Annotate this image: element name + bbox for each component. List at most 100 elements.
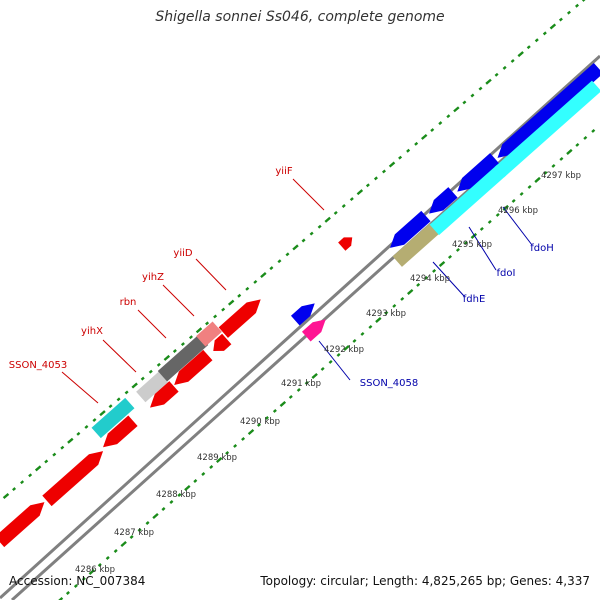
inner-tick-dot [551, 163, 556, 168]
outer-tick-dot [213, 314, 218, 319]
gene-label: SSON_4053 [9, 360, 68, 371]
inner-tick-dot [424, 275, 429, 280]
outer-tick-dot [84, 424, 89, 429]
inner-tick-dot [455, 247, 460, 252]
inner-tick-dot [184, 484, 191, 491]
outer-tick-dot [108, 404, 113, 409]
outer-tick-dot [373, 176, 378, 181]
gene-block-ssont4053 [91, 397, 135, 439]
gene-label: SSON_4058 [360, 378, 419, 389]
gene-arrow [213, 333, 232, 351]
inner-tick-dot [463, 240, 468, 245]
outer-tick-dot [333, 210, 338, 215]
gene-callout-line [292, 178, 325, 211]
inner-tick-dot [272, 409, 277, 413]
inner-tick-dot [527, 184, 532, 189]
gene-block-fdoh [494, 80, 600, 178]
outer-tick-dot [478, 86, 483, 91]
inner-tick-dot [447, 254, 452, 259]
outer-tick-dot [237, 293, 242, 298]
inner-tick-dot [502, 204, 509, 211]
outer-tick-dot [575, 3, 580, 8]
outer-tick-dot [269, 266, 274, 271]
inner-tick-dot [161, 507, 166, 511]
gene-arrow-shape [497, 62, 600, 158]
inner-tick-dot [360, 332, 365, 336]
gene-arrow [290, 303, 315, 326]
outer-tick-dot [542, 31, 547, 36]
kbp-tick-label: 4289 kbp [197, 453, 237, 463]
gene-block-yiif [338, 237, 353, 251]
inner-tick-dot [368, 325, 373, 329]
accession-info: Accession: NC_007384 [9, 574, 145, 588]
inner-tick-dot [247, 428, 255, 435]
outer-tick-dot [317, 224, 322, 229]
inner-tick-dot [113, 549, 118, 553]
kbp-tick-label: 4288 kbp [156, 490, 196, 500]
inner-tick-dot [241, 437, 246, 441]
inner-tick-dot [193, 479, 198, 483]
inner-tick-dot [479, 226, 484, 231]
gene-label: yiiF [275, 166, 292, 177]
backbone-outer [0, 54, 600, 600]
inner-tick-dot [336, 353, 341, 357]
gene-arrow [174, 349, 213, 385]
outer-tick-dot [92, 418, 97, 422]
inner-tick-dot [384, 311, 389, 315]
outer-tick-dot [356, 189, 364, 196]
outer-tick-dot [188, 335, 193, 340]
inner-tick-dot [215, 456, 223, 463]
accession-label: Accession: [9, 574, 73, 588]
gene-callout-line [432, 261, 465, 297]
gene-arrow [0, 502, 45, 548]
inner-tick-dot [256, 423, 261, 427]
gene-arrow-shape [429, 187, 458, 214]
outer-tick-dot [470, 93, 475, 98]
gene-arrow-shape [174, 349, 213, 385]
gene-label: yihX [81, 326, 103, 337]
gene-callout-line [502, 206, 533, 246]
inner-tick-dot [88, 568, 96, 576]
gene-arrow [497, 62, 600, 158]
gene-block-yihz [196, 321, 222, 347]
inner-tick-dot [352, 339, 357, 343]
outer-tick-dot [324, 216, 331, 223]
outer-tick-dot [163, 354, 171, 361]
outer-tick-dot [292, 244, 299, 251]
outer-tick-dot [34, 465, 42, 472]
inner-tick-dot [201, 472, 206, 476]
outer-tick-dot [156, 362, 161, 367]
gene-arrow [42, 451, 104, 507]
gene-block-fdhe-shape [392, 223, 440, 267]
inner-tick-dot [495, 212, 500, 217]
outer-tick-dot [180, 342, 185, 347]
inner-tick-dot [81, 577, 86, 581]
outer-tick-dot [116, 397, 121, 402]
inner-tick-dot [487, 219, 492, 224]
inner-tick-dot [58, 596, 64, 600]
topology-label: Topology: [260, 574, 317, 588]
gene-block-fdhe [392, 223, 440, 267]
outer-tick-dot [172, 349, 177, 353]
outer-tick-dot [414, 141, 419, 146]
gene-callout-line [102, 339, 137, 373]
inner-tick-dot [225, 451, 230, 455]
inner-tick-dot [296, 388, 301, 392]
gene-arrow-shape [150, 381, 179, 408]
outer-tick-dot [502, 65, 507, 70]
outer-tick-dot [430, 128, 435, 132]
gene-block-fdoi-shape [429, 164, 507, 236]
outer-tick-dot [253, 279, 258, 284]
outer-tick-dot [420, 133, 428, 140]
outer-tick-dot [131, 382, 138, 389]
gene-block-yihx [136, 371, 168, 403]
genome-summary: Topology: circular; Length: 4,825,265 bp… [260, 574, 590, 588]
outer-tick-dot [526, 45, 531, 50]
outer-tick-dot [245, 286, 250, 291]
gene-callout-line [468, 226, 497, 271]
gene-label: fdoH [530, 243, 554, 254]
outer-tick-dot [549, 23, 557, 30]
outer-tick-dot [148, 369, 153, 374]
